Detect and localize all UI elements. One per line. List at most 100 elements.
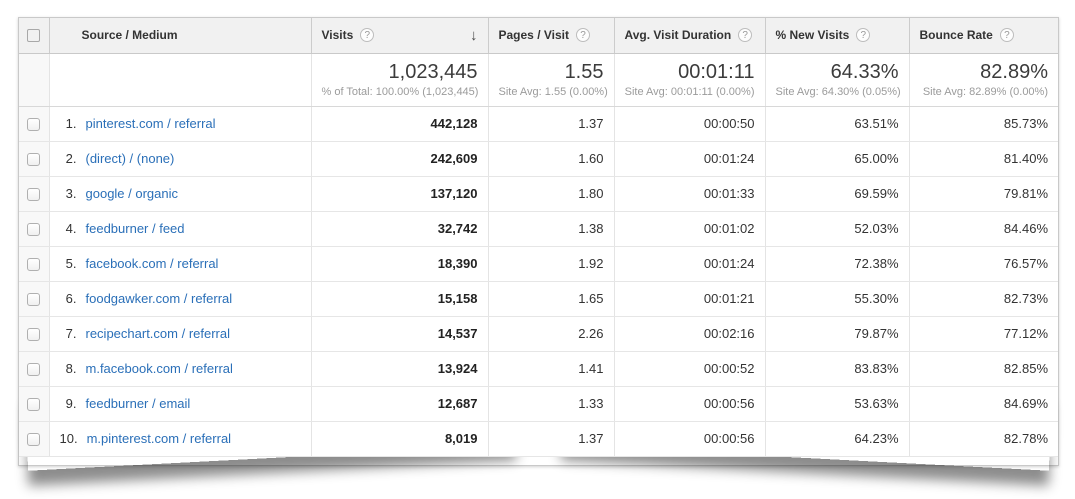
column-header-bounce-rate[interactable]: Bounce Rate ?	[908, 18, 1058, 54]
column-header-pages-visit-label: Pages / Visit	[498, 28, 569, 43]
help-icon[interactable]: ?	[360, 28, 375, 43]
row-checkbox[interactable]	[27, 118, 41, 132]
visits-cell: 13,924	[310, 351, 488, 387]
summary-bounce-rate-total: 82.89%	[980, 61, 1048, 83]
row-checkbox[interactable]	[27, 363, 41, 377]
row-checkbox[interactable]	[27, 258, 41, 272]
row-checkbox-cell	[19, 386, 49, 422]
source-medium-link[interactable]: (direct) / (none)	[85, 151, 175, 166]
avg-duration-cell: 00:00:52	[613, 351, 765, 387]
new-visits-cell: 72.38%	[764, 246, 909, 282]
table-row: 7. recipechart.com / referral 14,537 2.26 00…	[19, 316, 1058, 352]
row-rank: 3.	[65, 186, 77, 201]
row-checkbox[interactable]	[27, 433, 41, 447]
row-checkbox-cell	[19, 316, 49, 352]
source-medium-link[interactable]: feedburner / feed	[85, 221, 185, 236]
source-medium-link[interactable]: m.pinterest.com / referral	[86, 431, 232, 446]
avg-duration-cell: 00:02:16	[613, 316, 765, 352]
avg-duration-cell: 00:00:56	[613, 421, 765, 457]
source-cell: 3. google / organic	[48, 176, 311, 212]
source-cell: 9. feedburner / email	[48, 386, 311, 422]
source-cell: 1. pinterest.com / referral	[48, 106, 311, 142]
new-visits-cell: 63.51%	[764, 106, 909, 142]
row-rank: 10.	[59, 431, 78, 446]
help-icon[interactable]: ?	[575, 28, 590, 43]
table-row: 10. m.pinterest.com / referral 8,019 1.37 00…	[19, 421, 1058, 457]
row-checkbox[interactable]	[27, 223, 41, 237]
source-medium-link[interactable]: m.facebook.com / referral	[85, 361, 233, 376]
table-row: 5. facebook.com / referral 18,390 1.92 00:01…	[19, 246, 1058, 282]
avg-duration-cell: 00:01:02	[613, 211, 765, 247]
visits-cell: 242,609	[310, 141, 488, 177]
column-header-new-visits[interactable]: % New Visits ?	[764, 18, 909, 54]
column-header-source-medium[interactable]: Source / Medium	[48, 18, 311, 54]
row-rank: 2.	[65, 151, 77, 166]
source-cell: 8. m.facebook.com / referral	[48, 351, 311, 387]
column-header-visits-label: Visits	[321, 28, 354, 43]
row-checkbox-cell	[19, 211, 49, 247]
help-icon[interactable]: ?	[856, 28, 871, 43]
new-visits-cell: 79.87%	[764, 316, 909, 352]
source-cell: 4. feedburner / feed	[48, 211, 311, 247]
source-medium-link[interactable]: feedburner / email	[85, 396, 191, 411]
summary-bounce-rate-cell: 82.89% Site Avg: 82.89% (0.00%)	[908, 53, 1058, 107]
pages-visit-cell: 1.65	[487, 281, 614, 317]
visits-cell: 14,537	[310, 316, 488, 352]
source-medium-link[interactable]: foodgawker.com / referral	[85, 291, 233, 306]
avg-duration-cell: 00:00:56	[613, 386, 765, 422]
row-rank: 8.	[65, 361, 77, 376]
source-medium-link[interactable]: recipechart.com / referral	[85, 326, 231, 341]
visits-cell: 137,120	[310, 176, 488, 212]
summary-source-cell	[48, 53, 311, 107]
new-visits-cell: 64.23%	[764, 421, 909, 457]
help-icon[interactable]: ?	[999, 28, 1014, 43]
pages-visit-cell: 1.33	[487, 386, 614, 422]
avg-duration-cell: 00:01:21	[613, 281, 765, 317]
row-checkbox[interactable]	[27, 188, 41, 202]
row-checkbox-cell	[19, 246, 49, 282]
column-header-avg-visit-duration[interactable]: Avg. Visit Duration ?	[613, 18, 765, 54]
table-row: 4. feedburner / feed 32,742 1.38 00:01:02 52.…	[19, 211, 1058, 247]
new-visits-cell: 83.83%	[764, 351, 909, 387]
visits-cell: 15,158	[310, 281, 488, 317]
new-visits-cell: 69.59%	[764, 176, 909, 212]
row-checkbox[interactable]	[27, 153, 41, 167]
source-cell: 7. recipechart.com / referral	[48, 316, 311, 352]
row-rank: 1.	[65, 116, 77, 131]
source-cell: 5. facebook.com / referral	[48, 246, 311, 282]
summary-avg-duration-total: 00:01:11	[678, 61, 755, 83]
pages-visit-cell: 1.80	[487, 176, 614, 212]
source-medium-table: Source / Medium Visits ? ↓ Pages / Visit	[19, 18, 1058, 457]
row-checkbox-cell	[19, 281, 49, 317]
bounce-rate-cell: 82.78%	[908, 421, 1058, 457]
summary-pages-visit-cell: 1.55 Site Avg: 1.55 (0.00%)	[487, 53, 614, 107]
row-checkbox[interactable]	[27, 328, 41, 342]
row-checkbox[interactable]	[27, 398, 41, 412]
column-header-visits[interactable]: Visits ? ↓	[310, 18, 488, 54]
analytics-table-card: Source / Medium Visits ? ↓ Pages / Visit	[18, 17, 1059, 466]
avg-duration-cell: 00:01:33	[613, 176, 765, 212]
help-icon[interactable]: ?	[738, 28, 753, 43]
summary-visits-subtext: % of Total: 100.00% (1,023,445)	[321, 86, 479, 98]
summary-pages-visit-subtext: Site Avg: 1.55 (0.00%)	[498, 86, 608, 98]
source-medium-link[interactable]: pinterest.com / referral	[85, 116, 216, 131]
bounce-rate-cell: 81.40%	[908, 141, 1058, 177]
visits-cell: 12,687	[310, 386, 488, 422]
pages-visit-cell: 1.41	[487, 351, 614, 387]
avg-duration-cell: 00:00:50	[613, 106, 765, 142]
column-header-pages-visit[interactable]: Pages / Visit ?	[487, 18, 614, 54]
new-visits-cell: 52.03%	[764, 211, 909, 247]
row-checkbox[interactable]	[27, 293, 41, 307]
visits-cell: 32,742	[310, 211, 488, 247]
new-visits-cell: 55.30%	[764, 281, 909, 317]
source-medium-link[interactable]: facebook.com / referral	[85, 256, 219, 271]
column-header-source-medium-label: Source / Medium	[81, 28, 178, 43]
summary-new-visits-total: 64.33%	[830, 61, 899, 83]
pages-visit-cell: 1.37	[487, 421, 614, 457]
source-medium-link[interactable]: google / organic	[85, 186, 179, 201]
column-header-new-visits-label: % New Visits	[775, 28, 850, 43]
visits-cell: 442,128	[310, 106, 488, 142]
select-all-cell	[19, 18, 49, 54]
select-all-checkbox[interactable]	[27, 29, 41, 43]
